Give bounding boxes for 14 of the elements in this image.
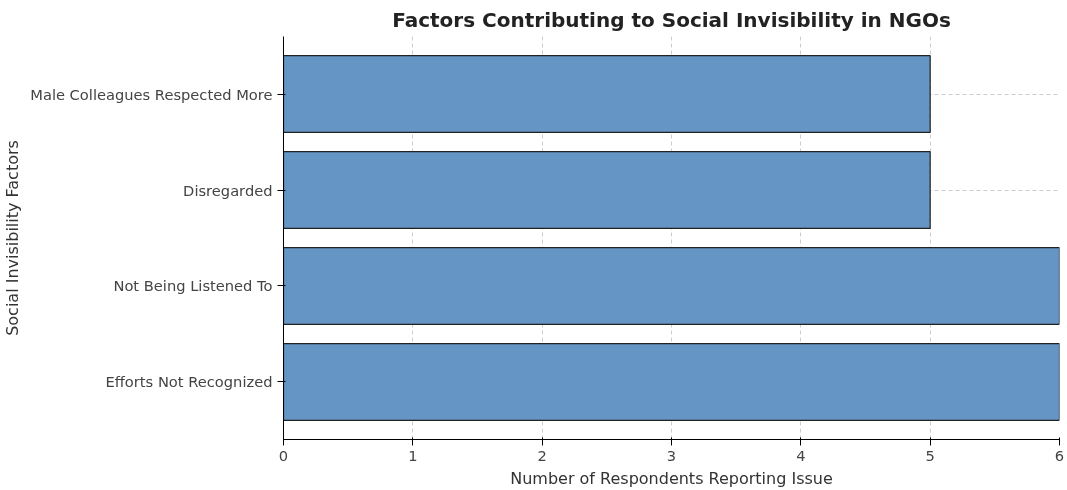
x-tick-label: 1 bbox=[408, 446, 418, 464]
x-axis-title: Number of Respondents Reporting Issue bbox=[510, 468, 833, 488]
x-tick-label: 6 bbox=[1054, 446, 1065, 464]
y-tick-label: Efforts Not Recognized bbox=[105, 373, 273, 391]
x-tick-label: 3 bbox=[666, 446, 677, 464]
chart-title: Factors Contributing to Social Invisibility in NGOs bbox=[392, 7, 951, 32]
y-axis-title: Social Invisibility Factors bbox=[3, 140, 23, 336]
x-tick-label: 4 bbox=[796, 446, 806, 464]
x-tick-label: 0 bbox=[278, 446, 289, 464]
y-tick-label: Male Colleagues Respected More bbox=[30, 85, 273, 103]
y-tick-label: Disregarded bbox=[183, 181, 273, 199]
x-tick-label: 2 bbox=[537, 446, 547, 464]
y-tick-label: Not Being Listened To bbox=[113, 277, 273, 295]
x-tick-label: 5 bbox=[925, 446, 935, 464]
